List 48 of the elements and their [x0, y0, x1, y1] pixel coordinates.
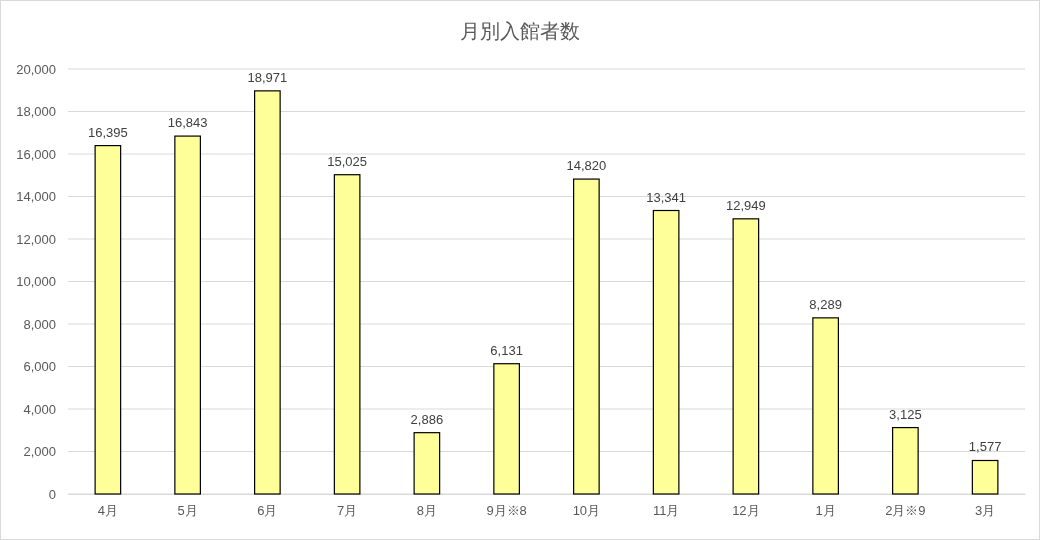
y-tick-label: 0 [48, 486, 56, 502]
bar [812, 317, 839, 495]
bar [732, 218, 760, 495]
data-label: 1,577 [968, 439, 1002, 455]
data-label: 15,025 [327, 153, 368, 169]
x-tick-label: 9月※8 [486, 503, 527, 519]
x-tick-label: 3月 [975, 503, 996, 519]
bar [254, 90, 281, 495]
x-tick-label: 2月※9 [885, 503, 926, 519]
x-tick-label: 6月 [257, 503, 278, 519]
bar [333, 174, 361, 495]
chart-title: 月別入館者数 [460, 20, 580, 42]
y-tick-label: 20,000 [16, 61, 56, 77]
x-tick-label: 11月 [652, 503, 680, 519]
y-tick-label: 10,000 [16, 274, 56, 290]
y-tick-label: 16,000 [16, 146, 56, 162]
y-tick-label: 4,000 [23, 401, 56, 417]
data-label: 6,131 [490, 342, 523, 358]
x-tick-label: 5月 [177, 503, 198, 519]
y-tick-label: 2,000 [23, 444, 56, 460]
data-label: 16,395 [87, 124, 128, 140]
y-tick-label: 18,000 [16, 104, 56, 120]
bar [493, 363, 520, 495]
data-label: 16,843 [167, 115, 208, 131]
y-tick-label: 8,000 [23, 316, 56, 332]
x-tick-label: 1月 [815, 503, 836, 519]
bar [652, 209, 680, 495]
x-tick-label: 7月 [337, 503, 358, 519]
data-label: 13,341 [646, 189, 687, 205]
y-tick-label: 14,000 [16, 189, 56, 205]
bar [413, 432, 441, 495]
data-label: 2,886 [410, 411, 444, 427]
bar [971, 459, 999, 495]
x-tick-label: 4月 [97, 503, 118, 519]
bar [573, 178, 600, 495]
bar [174, 135, 201, 495]
data-label: 12,949 [725, 197, 766, 213]
data-label: 3,125 [889, 406, 922, 422]
bar [892, 426, 919, 495]
data-label: 18,971 [247, 69, 288, 85]
data-label: 14,820 [566, 158, 607, 174]
x-tick-label: 12月 [732, 503, 760, 519]
x-tick-label: 8月 [416, 503, 437, 519]
x-tick-label: 10月 [572, 503, 601, 519]
bar [94, 145, 122, 495]
y-tick-label: 12,000 [16, 231, 56, 247]
y-tick-label: 6,000 [23, 359, 56, 375]
data-label: 8,289 [809, 296, 842, 312]
